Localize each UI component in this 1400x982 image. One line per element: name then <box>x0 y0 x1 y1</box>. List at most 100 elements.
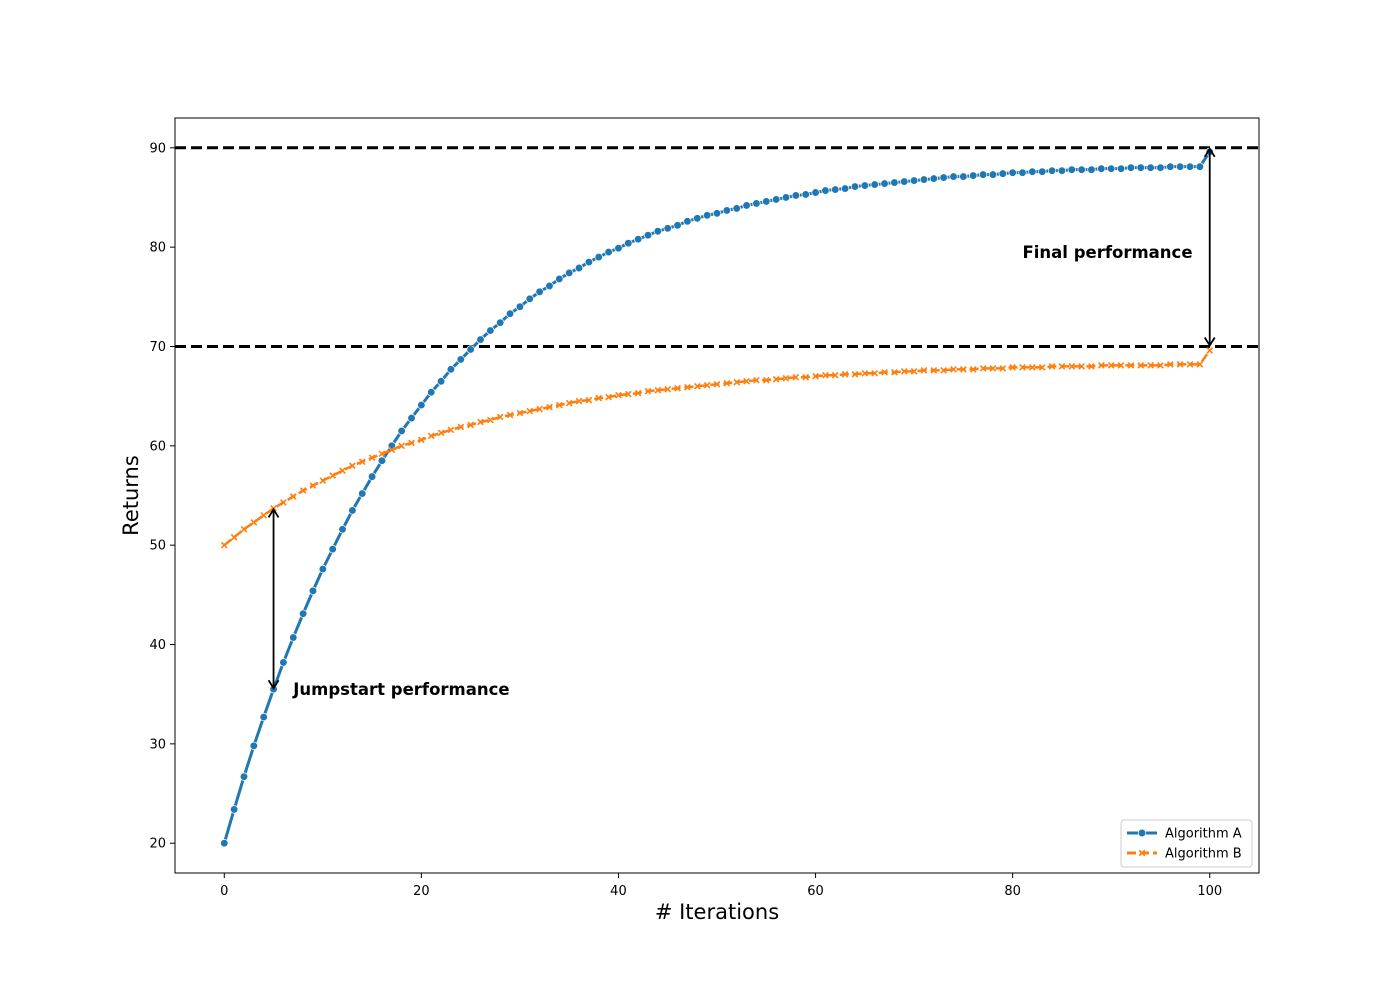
legend-item-algorithm-a: Algorithm A <box>1127 827 1242 842</box>
point-algorithm-a <box>742 201 751 210</box>
legend-label-algorithm-b: Algorithm B <box>1165 847 1242 862</box>
x-tick-label: 80 <box>1004 884 1021 899</box>
point-algorithm-a <box>220 839 229 848</box>
point-algorithm-b <box>339 467 346 475</box>
x-tick-label: 20 <box>413 884 430 899</box>
point-algorithm-b <box>447 426 455 434</box>
point-algorithm-b <box>624 390 632 398</box>
point-algorithm-a <box>604 247 613 257</box>
point-algorithm-b <box>1048 362 1056 370</box>
point-algorithm-b <box>959 365 967 373</box>
legend-item-algorithm-b: Algorithm B <box>1127 847 1242 862</box>
point-algorithm-b <box>358 458 366 466</box>
point-algorithm-a <box>988 170 998 179</box>
reference-lines <box>175 146 1259 348</box>
y-axis-label: Returns <box>119 455 143 536</box>
point-algorithm-b <box>634 389 642 397</box>
point-algorithm-b <box>289 493 297 500</box>
point-algorithm-b <box>822 371 829 379</box>
point-algorithm-a <box>584 257 594 267</box>
point-algorithm-a <box>1176 162 1185 171</box>
point-algorithm-b <box>969 365 977 373</box>
point-algorithm-b <box>1186 361 1194 368</box>
point-algorithm-a <box>978 170 988 179</box>
point-algorithm-b <box>565 399 573 407</box>
point-algorithm-a <box>318 564 327 574</box>
point-algorithm-a <box>643 231 653 240</box>
x-axis-label: # Iterations <box>655 900 779 924</box>
point-algorithm-b <box>1107 361 1115 369</box>
point-algorithm-a <box>427 388 436 397</box>
y-tick-label: 30 <box>149 737 166 752</box>
point-algorithm-b <box>812 372 819 380</box>
y-tick-label: 90 <box>149 141 166 156</box>
plot-area-frame <box>174 117 1260 874</box>
point-algorithm-a <box>624 239 633 248</box>
point-algorithm-b <box>674 384 681 392</box>
x-axis: 0 20 40 60 80 100 <box>220 873 1222 899</box>
point-algorithm-a <box>377 456 387 465</box>
point-algorithm-a <box>702 211 712 220</box>
point-algorithm-b <box>486 416 494 424</box>
point-algorithm-b <box>280 499 287 506</box>
y-tick-label: 60 <box>149 439 166 454</box>
point-algorithm-a <box>781 193 791 202</box>
point-algorithm-b <box>1127 361 1135 369</box>
point-algorithm-a <box>909 176 919 185</box>
point-algorithm-a <box>289 633 298 642</box>
point-algorithm-b <box>644 387 652 395</box>
point-algorithm-b <box>1137 361 1145 369</box>
point-algorithm-a <box>1057 166 1067 175</box>
annotations: Final performance Jumpstart performance <box>267 147 1216 699</box>
y-axis: 20 30 40 50 60 70 80 90 <box>149 141 175 852</box>
point-algorithm-a <box>545 281 554 291</box>
point-algorithm-a <box>367 472 377 481</box>
point-algorithm-b <box>1068 362 1076 370</box>
point-algorithm-a <box>456 355 465 364</box>
annotation-arrowhead <box>267 507 280 518</box>
point-algorithm-b <box>329 472 337 479</box>
point-algorithm-a <box>229 805 239 814</box>
point-algorithm-a <box>1097 164 1106 173</box>
point-algorithm-b <box>1206 347 1214 354</box>
point-algorithm-b <box>743 377 750 385</box>
y-tick-label: 80 <box>149 241 166 256</box>
point-algorithm-a <box>1166 162 1175 171</box>
point-algorithm-a <box>348 506 357 515</box>
point-algorithm-a <box>436 377 446 386</box>
point-algorithm-a <box>840 184 850 193</box>
point-algorithm-b <box>467 421 475 429</box>
point-algorithm-b <box>979 364 987 372</box>
point-algorithm-b <box>1028 363 1036 371</box>
legend: Algorithm A Algorithm B <box>1120 819 1253 868</box>
point-algorithm-a <box>634 235 643 244</box>
point-algorithm-b <box>250 518 258 526</box>
point-algorithm-b <box>723 379 731 387</box>
point-algorithm-b <box>516 409 524 417</box>
point-algorithm-a <box>1136 163 1145 172</box>
point-algorithm-b <box>664 385 672 393</box>
point-algorithm-b <box>1038 363 1046 371</box>
point-algorithm-b <box>427 432 435 440</box>
point-algorithm-b <box>378 450 386 458</box>
point-algorithm-b <box>950 365 957 373</box>
point-algorithm-a <box>407 413 416 423</box>
point-algorithm-a <box>594 252 603 262</box>
point-algorithm-b <box>831 371 839 379</box>
point-algorithm-a <box>249 741 258 750</box>
point-algorithm-a <box>259 712 268 722</box>
point-algorithm-b <box>260 512 268 519</box>
point-algorithm-a <box>959 172 968 181</box>
point-algorithm-a <box>831 185 840 194</box>
point-algorithm-b <box>585 396 593 404</box>
legend-label-algorithm-a: Algorithm A <box>1165 827 1242 842</box>
point-algorithm-b <box>792 373 800 381</box>
point-algorithm-b <box>999 364 1007 372</box>
point-algorithm-a <box>939 173 948 182</box>
point-algorithm-a <box>693 214 702 223</box>
point-algorithm-b <box>891 368 898 376</box>
point-algorithm-a <box>279 658 288 667</box>
point-algorithm-a <box>1038 167 1047 176</box>
